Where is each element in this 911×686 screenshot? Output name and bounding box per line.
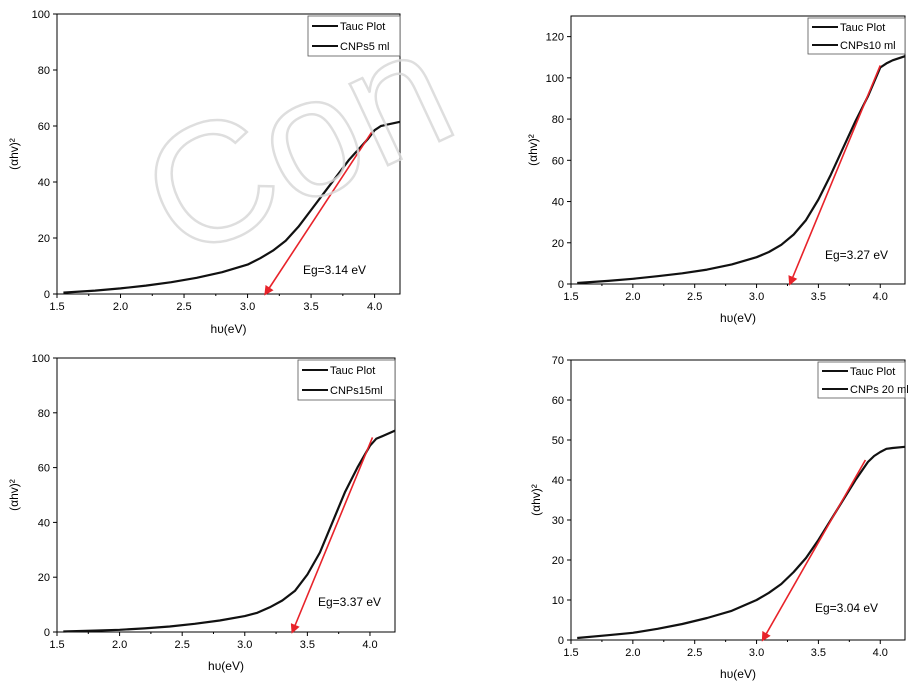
y-tick-label: 20 (552, 555, 564, 567)
x-tick-label: 4.0 (873, 647, 888, 659)
band-gap-fit-arrow (761, 459, 867, 642)
tauc-panel-2: 1.5 2.0 2.5 3.0 3.5 4.0 0 20 40 60 80 100 120 hυ(eV) (… (526, 15, 906, 325)
y-tick-label: 60 (552, 155, 564, 167)
y-tick-label: 60 (38, 121, 50, 133)
tauc-curve (63, 120, 401, 294)
x-tick-label: 2.5 (687, 291, 702, 303)
y-tick-label: 20 (38, 233, 50, 245)
tauc-panel-3: 1.5 2.0 2.5 3.0 3.5 4.0 0 20 40 60 80 100 hυ(eV) (αhv… (7, 353, 396, 673)
legend: Tauc Plot CNPs5 ml (307, 15, 401, 57)
x-tick-label: 4.0 (362, 639, 377, 651)
legend-entry: CNPs15ml (330, 385, 383, 397)
y-tick-label: 80 (552, 114, 564, 126)
y-axis-label: (αhv)² (7, 479, 21, 511)
plot-frame (570, 15, 906, 285)
y-tick-label: 100 (546, 73, 564, 85)
legend-box (297, 359, 396, 401)
x-tick-label: 4.0 (367, 301, 382, 313)
legend-entry: Tauc Plot (340, 21, 385, 33)
band-gap-annotation: Eg=3.04 eV (815, 601, 878, 615)
legend: Tauc Plot CNPs10 ml (807, 17, 906, 55)
x-tick-label: 3.0 (237, 639, 252, 651)
band-gap-annotation: Eg=3.27 eV (825, 248, 888, 262)
y-tick-label: 40 (552, 197, 564, 209)
legend-entry: Tauc Plot (330, 365, 375, 377)
y-tick-label: 0 (558, 635, 564, 647)
x-tick-label: 3.5 (303, 301, 318, 313)
x-tick-label: 1.5 (49, 639, 64, 651)
y-tick-label: 20 (38, 572, 50, 584)
x-axis-label: hυ(eV) (720, 667, 756, 681)
y-tick-label: 10 (552, 595, 564, 607)
x-tick-label: 3.5 (811, 291, 826, 303)
y-tick-label: 70 (552, 355, 564, 367)
x-tick-label: 3.0 (240, 301, 255, 313)
y-tick-label: 0 (558, 279, 564, 291)
x-tick-label: 3.0 (749, 647, 764, 659)
y-tick-label: 120 (546, 32, 564, 44)
legend-entry: Tauc Plot (850, 366, 895, 378)
y-tick-label: 30 (552, 515, 564, 527)
x-tick-label: 3.5 (300, 639, 315, 651)
x-tick-label: 2.0 (113, 301, 128, 313)
tauc-curve (577, 445, 906, 640)
x-axis-label: hυ(eV) (211, 322, 247, 336)
y-axis-label: (αhv)² (7, 138, 21, 170)
legend-box (807, 17, 906, 55)
y-axis-label: (αhv)² (526, 134, 540, 166)
x-axis-label: hυ(eV) (720, 311, 756, 325)
x-axis-label: hυ(eV) (208, 659, 244, 673)
legend: Tauc Plot CNPs 20 ml (817, 361, 909, 399)
y-tick-label: 80 (38, 408, 50, 420)
tauc-panel-4: 1.5 2.0 2.5 3.0 3.5 4.0 0 10 20 30 40 50 60 70 hυ(eV) (… (529, 355, 909, 681)
band-gap-annotation: Eg=3.14 eV (303, 263, 366, 277)
x-tick-label: 2.5 (175, 639, 190, 651)
y-tick-label: 0 (44, 627, 50, 639)
y-tick-label: 100 (32, 353, 50, 365)
legend-box (307, 15, 401, 57)
x-tick-label: 2.0 (112, 639, 127, 651)
x-tick-label: 3.5 (811, 647, 826, 659)
legend: Tauc Plot CNPs15ml (297, 359, 396, 401)
y-tick-label: 20 (552, 238, 564, 250)
legend-box (817, 361, 906, 399)
plot-frame (570, 359, 906, 641)
tauc-panel-1: 1.5 2.0 2.5 3.0 3.5 4.0 0 20 40 60 80 100 hυ(eV) (αhv… (7, 9, 401, 336)
x-tick-label: 2.0 (625, 647, 640, 659)
y-tick-label: 0 (44, 289, 50, 301)
y-tick-label: 40 (552, 475, 564, 487)
band-gap-fit-arrow (264, 131, 373, 296)
x-tick-label: 4.0 (873, 291, 888, 303)
y-tick-label: 40 (38, 517, 50, 529)
y-tick-label: 60 (38, 463, 50, 475)
band-gap-fit-arrow (290, 437, 374, 634)
legend-entry: Tauc Plot (840, 22, 885, 34)
x-tick-label: 2.5 (176, 301, 191, 313)
legend-entry: CNPs 20 ml (850, 384, 909, 396)
legend-entry: CNPs5 ml (340, 41, 390, 53)
x-tick-label: 2.5 (687, 647, 702, 659)
y-tick-label: 50 (552, 435, 564, 447)
band-gap-fit-arrow (788, 65, 881, 286)
plot-frame (56, 13, 401, 295)
y-tick-label: 80 (38, 65, 50, 77)
x-tick-label: 1.5 (563, 291, 578, 303)
x-tick-label: 1.5 (563, 647, 578, 659)
x-tick-label: 3.0 (749, 291, 764, 303)
y-tick-label: 40 (38, 177, 50, 189)
band-gap-annotation: Eg=3.37 eV (318, 595, 381, 609)
y-tick-label: 60 (552, 395, 564, 407)
plot-frame (56, 357, 396, 633)
y-axis-label: (αhv)² (529, 484, 543, 516)
x-tick-label: 2.0 (625, 291, 640, 303)
x-tick-label: 1.5 (49, 301, 64, 313)
y-tick-label: 100 (32, 9, 50, 21)
legend-entry: CNPs10 ml (840, 40, 896, 52)
